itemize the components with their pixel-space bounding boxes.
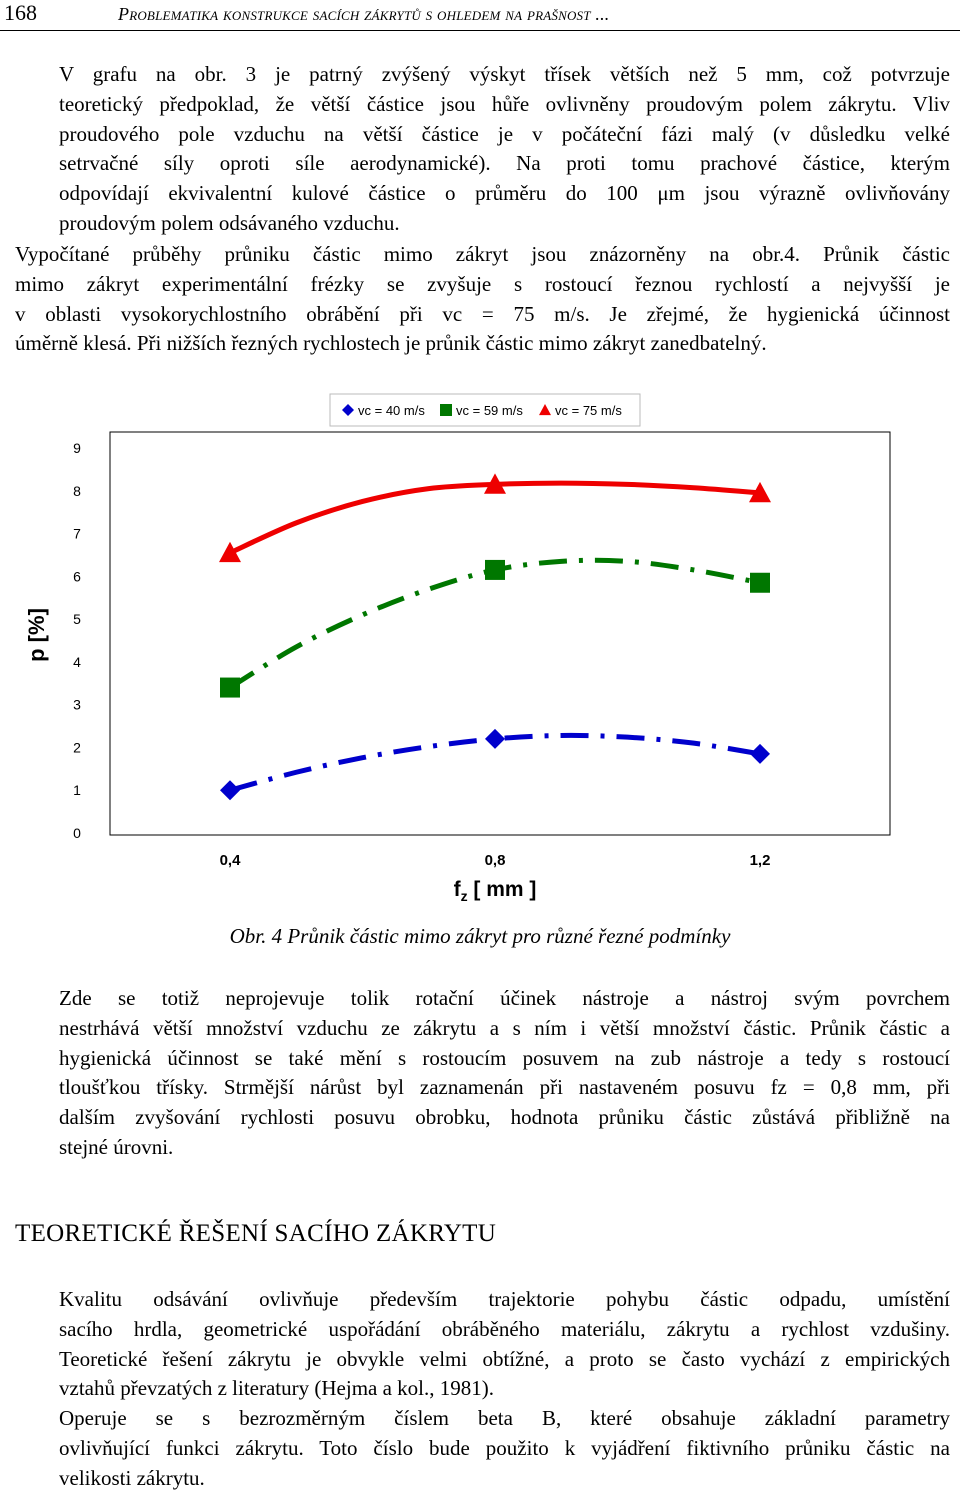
y-tick-label: 1 xyxy=(73,782,81,798)
x-tick-label: 0,8 xyxy=(485,852,506,869)
data-point xyxy=(220,677,240,698)
y-tick-label: 6 xyxy=(73,568,81,584)
text-line: v oblasti vysokorychlostního obrábění př… xyxy=(15,301,950,326)
figure-caption: Obr. 4 Průnik částic mimo zákryt pro růz… xyxy=(229,924,731,948)
legend-label: vc = 40 m/s xyxy=(358,403,425,418)
y-tick-label: 9 xyxy=(73,440,81,456)
y-tick-label: 0 xyxy=(73,825,81,841)
data-point xyxy=(484,473,506,494)
text-line: tloušťkou třísky. Strmější nárůst byl za… xyxy=(59,1075,950,1100)
text-line: Kvalitu odsávání ovlivňuje především tra… xyxy=(59,1287,950,1311)
x-tick-label: 1,2 xyxy=(750,852,771,869)
text-line: ovlivňující funkci zákrytu. Toto číslo b… xyxy=(59,1435,950,1460)
paragraph-1: V grafu na obr. 3 je patrný zvýšený výsk… xyxy=(15,60,950,239)
page-number: 168 xyxy=(4,0,37,25)
text-line: dalším zvyšování rychlosti posuvu obrobk… xyxy=(59,1105,950,1130)
y-tick-label: 5 xyxy=(73,611,81,627)
text-line: hygienická účinnost se také mění s rosto… xyxy=(59,1045,950,1070)
text-line: setrvačné síly oproti síle aerodynamické… xyxy=(59,151,950,176)
text-line: stejné úrovni. xyxy=(59,1134,174,1159)
text-line: Vypočítané průběhy průniku částic mimo z… xyxy=(15,242,950,266)
legend-label: vc = 75 m/s xyxy=(555,403,622,418)
y-tick-label: 3 xyxy=(73,697,81,713)
text-line: Teoretické řešení zákrytu je obvykle vel… xyxy=(59,1346,950,1371)
text-line: velikosti zákrytu. xyxy=(59,1465,205,1490)
data-point xyxy=(219,541,241,563)
data-point xyxy=(220,780,240,801)
y-tick-label: 7 xyxy=(73,526,81,542)
text-line: nestrhává větší množství vzduchu ze zákr… xyxy=(59,1015,950,1040)
text-line: vztahů převzatých z literatury (Hejma a … xyxy=(59,1376,494,1401)
series-line xyxy=(229,732,761,793)
x-axis-label: fz [ mm ] xyxy=(454,878,537,904)
y-tick-label: 2 xyxy=(73,739,81,755)
page-header: 168 Problematika konstrukce sacích zákry… xyxy=(0,0,960,31)
text-line: sacího hrdla, geometrické uspořádání obr… xyxy=(59,1316,950,1341)
data-point xyxy=(749,481,771,503)
x-tick-label: 0,4 xyxy=(220,852,242,869)
data-point xyxy=(485,559,505,580)
text-line: mimo zákryt experimentální frézky se zvy… xyxy=(15,271,950,296)
chart-svg: 0 1 2 3 4 5 6 7 8 9 0,4 0,8 1,2 fz [ mm ] p [%] vc = 40… xyxy=(24,393,891,904)
y-tick-label: 8 xyxy=(73,483,81,499)
legend-marker xyxy=(539,404,551,416)
text-line: teoretický předpoklad, že větší částice … xyxy=(59,91,950,116)
legend-label: vc = 59 m/s xyxy=(456,403,523,418)
y-axis-label: p [%] xyxy=(24,608,49,662)
text-line: odpovídají ekvivalentní kulové částice o… xyxy=(59,181,950,206)
data-point xyxy=(750,743,770,764)
text-line: Zde se totiž neprojevuje tolik rotační ú… xyxy=(59,986,950,1010)
paragraph-2: Vypočítané průběhy průniku částic mimo z… xyxy=(15,240,950,359)
legend-box xyxy=(329,393,641,427)
chart-figure: 0 1 2 3 4 5 6 7 8 9 0,4 0,8 1,2 fz [ mm ] p [%] vc = 40… xyxy=(0,380,960,920)
paragraph-4: Kvalitu odsávání ovlivňuje především tra… xyxy=(15,1285,950,1404)
paragraph-3: Zde se totiž neprojevuje tolik rotační ú… xyxy=(15,984,950,1163)
text-line: Operuje se s bezrozměrným číslem beta B,… xyxy=(59,1406,950,1430)
data-point xyxy=(485,728,505,749)
y-tick-label: 4 xyxy=(73,654,81,670)
text-line: proudového pole vzduchu na větší částice… xyxy=(59,121,950,146)
legend-marker xyxy=(342,404,354,416)
text-line: proudovým polem odsávaného vzduchu. xyxy=(59,210,400,235)
plot-frame xyxy=(109,431,891,836)
paragraph-5: Operuje se s bezrozměrným číslem beta B,… xyxy=(15,1404,950,1493)
text-line: V grafu na obr. 3 je patrný zvýšený výsk… xyxy=(59,62,950,86)
text-line: úměrně klesá. Při nižších řezných rychlo… xyxy=(15,331,767,356)
running-title: Problematika konstrukce sacích zákrytů s… xyxy=(118,4,610,24)
data-point xyxy=(750,572,770,593)
section-heading: TEORETICKÉ ŘEŠENÍ SACÍHO ZÁKRYTU xyxy=(15,1220,497,1247)
legend-marker xyxy=(440,404,452,416)
